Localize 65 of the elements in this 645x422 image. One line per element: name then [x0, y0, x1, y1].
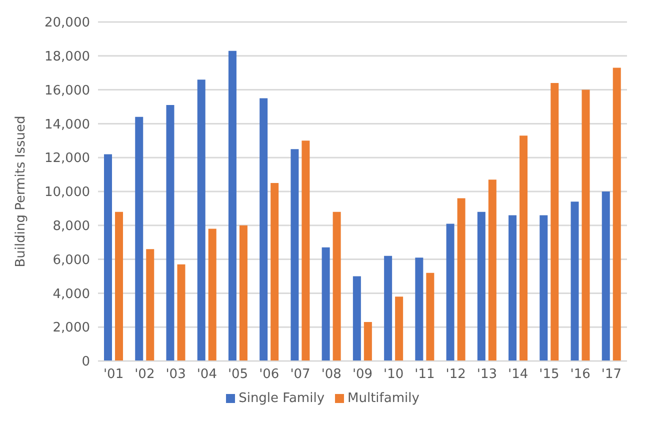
bar — [364, 322, 372, 361]
bar — [260, 98, 268, 361]
bar — [446, 224, 454, 361]
x-tick-label: '07 — [290, 367, 310, 382]
y-tick-label: 20,000 — [44, 16, 90, 31]
y-tick-label: 14,000 — [44, 117, 90, 132]
x-tick-label: '08 — [321, 367, 342, 382]
y-tick-label: 0 — [82, 354, 90, 370]
x-tick-label: '02 — [134, 367, 155, 382]
x-tick-label: '16 — [570, 367, 590, 382]
bar — [508, 215, 517, 361]
bar — [612, 68, 621, 361]
bar — [302, 140, 310, 361]
y-tick-label: 2,000 — [52, 320, 90, 336]
bar — [570, 202, 579, 361]
bar — [197, 80, 206, 361]
bar — [290, 149, 299, 361]
x-tick-label: '11 — [414, 367, 435, 382]
bar — [384, 256, 392, 361]
bar — [415, 258, 424, 361]
y-tick-label: 4,000 — [52, 286, 90, 302]
y-tick-label: 6,000 — [52, 252, 90, 268]
bar — [177, 264, 186, 361]
bar — [239, 225, 248, 361]
y-tick-label: 12,000 — [44, 151, 90, 166]
legend-label: Multifamily — [348, 391, 420, 406]
x-tick-label: '04 — [196, 367, 217, 382]
x-tick-label: '12 — [446, 367, 466, 382]
x-tick-label: '17 — [601, 367, 622, 382]
bar — [520, 136, 528, 361]
bar — [488, 180, 496, 361]
bar — [115, 212, 123, 361]
x-tick-label: '03 — [166, 367, 186, 382]
legend-label: Single Family — [238, 391, 325, 406]
bar — [426, 272, 434, 361]
bar — [332, 212, 341, 361]
bar — [104, 154, 112, 361]
bar — [208, 228, 216, 361]
x-tick-label: '06 — [259, 367, 280, 382]
bar — [395, 296, 404, 361]
x-tick-label: '05 — [228, 367, 248, 382]
x-tick-label: '13 — [476, 367, 498, 382]
x-tick-label: '10 — [384, 367, 404, 382]
bar — [602, 192, 610, 361]
bar — [550, 83, 559, 361]
bar — [582, 90, 590, 361]
bar — [352, 276, 361, 361]
x-tick-label: '14 — [508, 367, 528, 382]
x-tick-label: '09 — [352, 367, 373, 382]
bar — [477, 212, 486, 361]
y-tick-label: 16,000 — [44, 83, 90, 98]
y-tick-label: 8,000 — [52, 219, 90, 234]
bar — [166, 105, 174, 361]
y-tick-label: 10,000 — [44, 185, 90, 200]
x-tick-label: '01 — [103, 367, 124, 382]
bar — [540, 215, 548, 361]
bar — [146, 249, 154, 361]
y-tick-label: 18,000 — [44, 50, 90, 65]
bar — [457, 198, 466, 361]
bar — [228, 50, 236, 361]
bar — [135, 116, 144, 361]
x-tick-label: '15 — [539, 367, 560, 382]
y-axis-title: Building Permits Issued — [14, 116, 29, 268]
bar — [322, 247, 330, 361]
bar — [270, 183, 279, 361]
